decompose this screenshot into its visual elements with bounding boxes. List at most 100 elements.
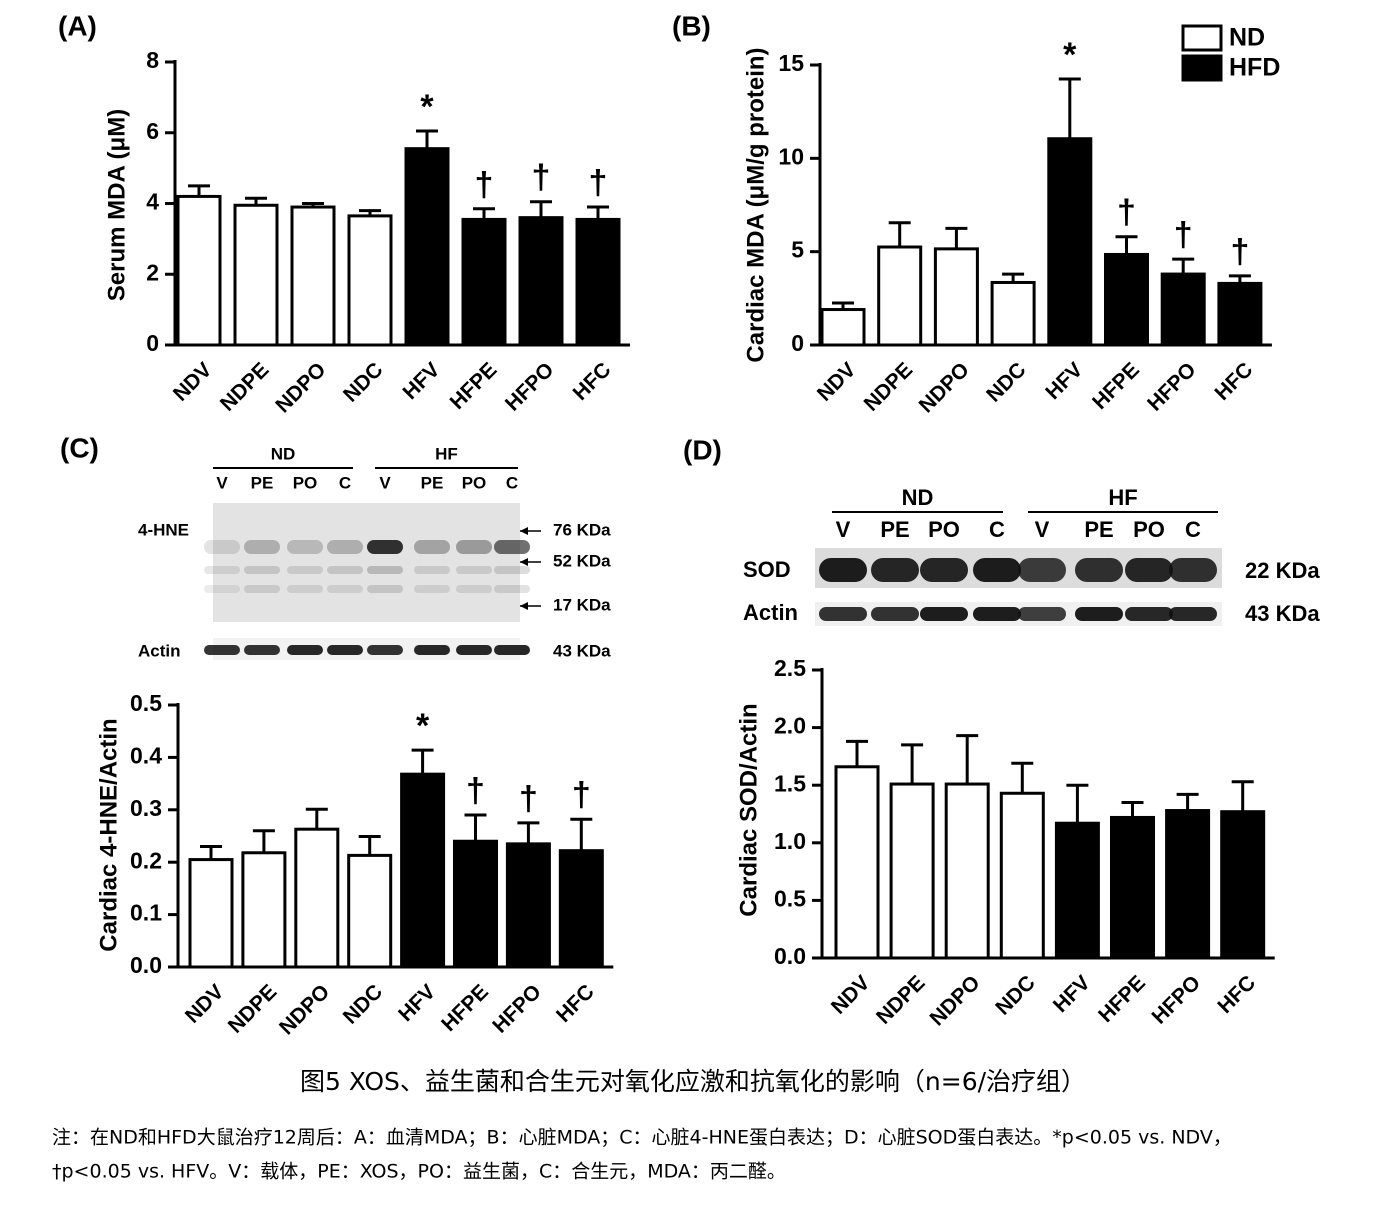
panel-label: (C) — [60, 432, 99, 463]
blot-band — [456, 645, 492, 655]
significance-marker: † — [572, 776, 591, 814]
y-tick-label: 10 — [778, 143, 804, 169]
lane-label: PO — [1133, 517, 1165, 542]
lane-label: C — [339, 473, 351, 492]
bar — [347, 853, 393, 969]
significance-marker: * — [416, 707, 430, 745]
lane-label: PE — [880, 517, 909, 542]
bar — [400, 772, 446, 969]
bar — [558, 849, 604, 969]
blot-band — [204, 585, 240, 593]
bar — [404, 147, 450, 347]
significance-marker: † — [1230, 233, 1249, 271]
x-tick-label: NDPE — [872, 971, 930, 1029]
blot-band — [287, 566, 323, 574]
lane-label: C — [1185, 517, 1201, 542]
size-marker: 43 KDa — [1245, 601, 1320, 626]
blot-band — [1075, 607, 1123, 621]
group-label: HF — [1108, 485, 1137, 510]
y-tick-label: 0.2 — [130, 847, 162, 873]
blot-band — [244, 585, 280, 593]
x-tick-label: HFPE — [437, 980, 493, 1036]
blot-band — [414, 540, 450, 554]
y-tick-label: 0.0 — [130, 952, 162, 978]
bar — [820, 308, 866, 347]
x-tick-label: NDV — [813, 358, 861, 406]
x-tick-label: NDPE — [216, 358, 274, 416]
blot-band — [494, 566, 530, 574]
x-tick-label: HFV — [398, 358, 444, 404]
significance-marker: † — [589, 164, 608, 202]
group-label: HF — [435, 444, 458, 463]
blot-band — [1125, 607, 1173, 621]
bar — [505, 842, 551, 969]
bar — [461, 217, 507, 347]
y-tick-label: 15 — [778, 50, 804, 76]
significance-marker: † — [1174, 216, 1193, 254]
x-tick-label: HFPE — [446, 358, 502, 414]
bar — [347, 214, 393, 347]
lane-label: PE — [1084, 517, 1113, 542]
y-tick-label: 1.5 — [774, 770, 806, 796]
bar — [990, 280, 1036, 347]
lane-label: V — [836, 517, 851, 542]
significance-marker: † — [475, 166, 494, 204]
lane-label: V — [216, 473, 228, 492]
y-axis-label: Cardiac SOD/Actin — [735, 703, 762, 916]
significance-marker: † — [1117, 194, 1136, 232]
x-tick-label: NDV — [169, 358, 217, 406]
x-tick-label: NDC — [339, 358, 387, 406]
blot-band — [327, 645, 363, 655]
row-label: Actin — [743, 600, 798, 625]
blot-band — [456, 566, 492, 574]
lane-label: PO — [462, 473, 487, 492]
bar — [1047, 137, 1093, 347]
blot-band — [367, 566, 403, 574]
x-tick-label: HFC — [1211, 358, 1258, 405]
bar — [933, 247, 979, 347]
x-tick-label: HFC — [569, 358, 616, 405]
legend-label: ND — [1229, 24, 1265, 52]
bar — [290, 205, 336, 347]
x-tick-label: NDPO — [275, 980, 334, 1039]
row-label: Actin — [138, 641, 181, 660]
arrow-head — [520, 558, 528, 566]
lane-label: PO — [928, 517, 960, 542]
y-tick-label: 0 — [146, 330, 159, 356]
x-tick-label: HFV — [1041, 358, 1087, 404]
blot-band — [494, 540, 530, 554]
x-tick-label: NDV — [181, 980, 229, 1028]
y-tick-label: 2.5 — [774, 655, 806, 681]
blot-band — [1169, 558, 1217, 582]
y-tick-label: 6 — [146, 118, 159, 144]
blot-band — [414, 585, 450, 593]
x-tick-label: NDC — [339, 980, 387, 1028]
bar — [1054, 821, 1100, 960]
bar — [188, 858, 234, 969]
blot-band — [204, 645, 240, 655]
blot-band — [494, 585, 530, 593]
size-marker: 17 KDa — [553, 595, 611, 614]
bar — [944, 782, 990, 960]
panel-label: (A) — [58, 10, 97, 41]
panel-label: (D) — [683, 434, 722, 465]
x-tick-label: HFPO — [1143, 358, 1201, 416]
blot-band — [1018, 607, 1066, 621]
blot-band — [367, 540, 403, 554]
caption-title: 图5 XOS、益生菌和合生元对氧化应激和抗氧化的影响（n=6/治疗组） — [300, 1067, 1086, 1096]
legend-label: HFD — [1229, 54, 1280, 82]
blot-band — [327, 566, 363, 574]
blot-band — [1125, 558, 1173, 582]
bar — [453, 839, 498, 969]
blot-band — [819, 607, 867, 621]
significance-marker: † — [532, 159, 551, 197]
x-tick-label: HFV — [1049, 971, 1095, 1017]
bar — [834, 765, 880, 960]
size-marker: 43 KDa — [553, 641, 611, 660]
group-label: ND — [902, 485, 934, 510]
y-tick-label: 0.0 — [774, 943, 806, 969]
size-marker: 76 KDa — [553, 520, 611, 539]
lane-label: C — [506, 473, 518, 492]
caption-note: 注：在ND和HFD大鼠治疗12周后：A：血清MDA；B：心脏MDA；C：心脏4-… — [52, 1127, 1232, 1149]
